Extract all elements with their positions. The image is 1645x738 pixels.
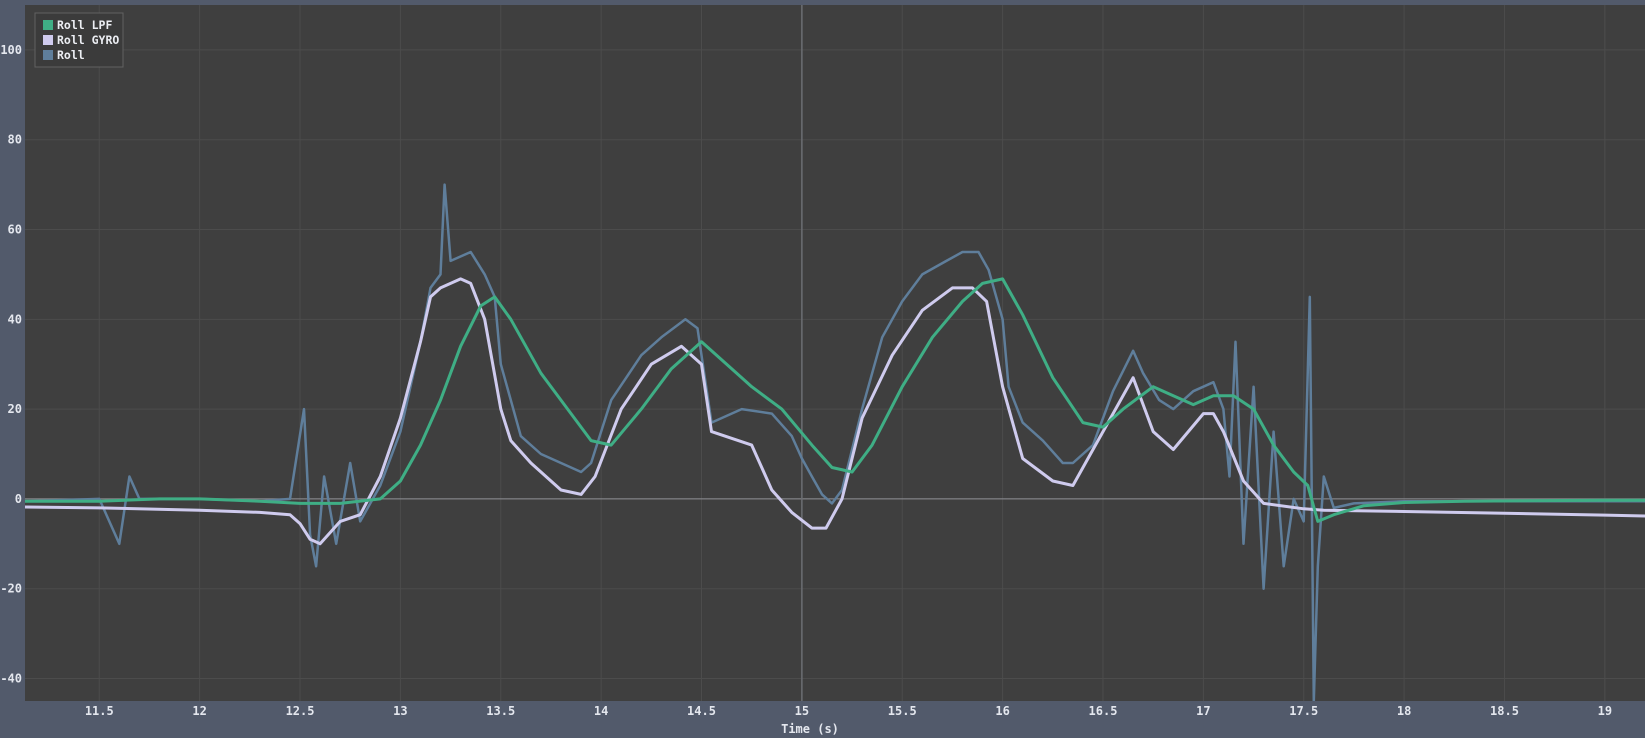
x-axis-title: Time (s) bbox=[781, 722, 839, 736]
y-tick-label: 60 bbox=[8, 223, 22, 237]
x-tick-label: 17 bbox=[1196, 704, 1210, 718]
legend-swatch bbox=[43, 20, 53, 30]
y-tick-label: -40 bbox=[0, 672, 22, 686]
series-line-roll bbox=[25, 183, 1645, 701]
y-tick-label: 80 bbox=[8, 133, 22, 147]
x-tick-label: 19 bbox=[1598, 704, 1612, 718]
grid bbox=[25, 5, 1645, 701]
legend-label: Roll GYRO bbox=[57, 33, 119, 47]
y-tick-label: 0 bbox=[15, 492, 22, 506]
y-tick-label: -20 bbox=[0, 582, 22, 596]
x-tick-label: 18 bbox=[1397, 704, 1411, 718]
y-tick-label: 100 bbox=[0, 43, 22, 57]
x-tick-label: 11.5 bbox=[85, 704, 114, 718]
legend-label: Roll LPF bbox=[57, 18, 112, 32]
legend-label: Roll bbox=[57, 48, 85, 62]
x-tick-label: 14.5 bbox=[687, 704, 716, 718]
x-tick-label: 15 bbox=[795, 704, 809, 718]
x-tick-label: 17.5 bbox=[1289, 704, 1318, 718]
x-tick-label: 14 bbox=[594, 704, 608, 718]
x-tick-label: 12 bbox=[192, 704, 206, 718]
x-tick-label: 12.5 bbox=[286, 704, 315, 718]
y-tick-label: 40 bbox=[8, 312, 22, 326]
x-tick-label: 18.5 bbox=[1490, 704, 1519, 718]
x-tick-label: 13.5 bbox=[486, 704, 515, 718]
series-line-roll-gyro bbox=[25, 277, 1645, 546]
series-line-roll-lpf bbox=[25, 277, 1645, 523]
legend-swatch bbox=[43, 50, 53, 60]
series-lines bbox=[25, 183, 1645, 701]
legend-swatch bbox=[43, 35, 53, 45]
tick-labels: 11.5 12 12.5 13 13.5 14 14.5 15 15.5 16 16.5 17 17.5… bbox=[0, 43, 1612, 718]
x-tick-label: 16.5 bbox=[1089, 704, 1118, 718]
x-tick-label: 15.5 bbox=[888, 704, 917, 718]
y-tick-label: 20 bbox=[8, 402, 22, 416]
plot-area[interactable] bbox=[25, 5, 1645, 701]
x-tick-label: 13 bbox=[393, 704, 407, 718]
x-tick-label: 16 bbox=[995, 704, 1009, 718]
